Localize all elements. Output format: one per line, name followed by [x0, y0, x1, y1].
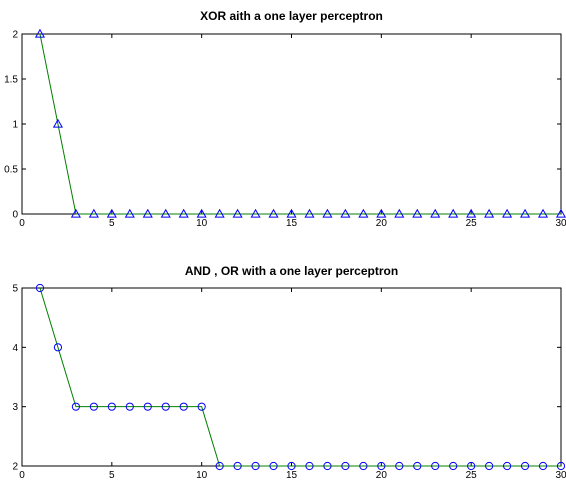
y-tick-label: 1 [12, 120, 18, 131]
data-point-triangle [466, 208, 477, 218]
data-point-triangle [520, 208, 531, 218]
data-point-triangle [376, 208, 387, 218]
data-point-circle [449, 461, 458, 471]
data-point-triangle [196, 208, 207, 218]
data-point-circle [53, 343, 63, 352]
data-point-triangle [537, 208, 549, 218]
data-point-circle [467, 461, 476, 471]
x-tick-label: 30 [555, 470, 566, 481]
y-tick-label: 3 [12, 402, 18, 413]
x-tick-label: 0 [19, 218, 25, 229]
x-tick-label: 10 [196, 218, 208, 229]
data-point-circle [269, 461, 278, 471]
series-line [39, 287, 561, 467]
data-point-circle [395, 461, 404, 471]
data-point-circle [251, 461, 260, 471]
data-point-circle [323, 461, 332, 471]
data-point-triangle [88, 208, 99, 218]
data-point-triangle [160, 208, 171, 218]
x-tick-label: 10 [196, 470, 208, 481]
data-point-circle [413, 461, 422, 471]
data-point-triangle [268, 208, 279, 218]
data-point-circle [431, 461, 440, 471]
data-point-circle [143, 402, 152, 411]
y-tick-label: 2 [12, 30, 18, 41]
data-point-circle [107, 402, 116, 411]
data-point-circle [556, 461, 566, 471]
x-tick-label: 25 [466, 470, 478, 481]
data-point-circle [197, 402, 206, 411]
data-point-circle [503, 461, 512, 471]
y-tick-label: 0 [12, 210, 18, 221]
data-point-circle [485, 461, 494, 471]
x-tick-label: 5 [109, 470, 115, 481]
data-point-triangle [34, 28, 46, 38]
data-point-circle [35, 283, 45, 293]
x-tick-label: 25 [466, 218, 478, 229]
data-point-triangle [448, 208, 459, 218]
axes-box [21, 33, 562, 215]
data-point-circle [359, 461, 368, 471]
data-point-triangle [340, 208, 351, 218]
data-point-triangle [502, 208, 513, 218]
y-tick-label: 2 [12, 462, 18, 473]
data-point-circle [538, 461, 548, 471]
data-point-triangle [214, 208, 225, 218]
data-point-triangle [286, 208, 297, 218]
data-point-circle [341, 461, 350, 471]
data-point-circle [233, 461, 242, 471]
x-tick-label: 15 [286, 218, 298, 229]
x-tick-label: 0 [19, 470, 25, 481]
y-tick-label: 0.5 [4, 165, 18, 176]
series-line [39, 33, 561, 215]
data-point-circle [161, 402, 170, 411]
data-point-triangle [484, 208, 495, 218]
data-point-triangle [52, 118, 63, 128]
data-point-circle [287, 461, 296, 471]
y-tick-label: 5 [12, 284, 18, 295]
data-point-triangle [430, 208, 441, 218]
chart-title: XOR aith a one layer perceptron [200, 9, 383, 23]
data-point-triangle [394, 208, 405, 218]
data-point-triangle [178, 208, 189, 218]
y-tick-label: 4 [12, 343, 18, 354]
data-point-triangle [250, 208, 261, 218]
data-point-circle [71, 402, 81, 411]
x-tick-label: 5 [109, 218, 115, 229]
data-point-triangle [412, 208, 423, 218]
data-point-triangle [106, 208, 117, 218]
data-point-circle [179, 402, 188, 411]
plot-and-or: AND , OR with a one layer perceptron 0 5 10… [12, 264, 566, 481]
data-point-triangle [232, 208, 243, 218]
x-tick-label: 20 [376, 470, 388, 481]
data-point-circle [89, 402, 98, 411]
data-point-triangle [124, 208, 135, 218]
axes-box [21, 287, 562, 467]
chart-title: AND , OR with a one layer perceptron [185, 264, 398, 278]
data-point-circle [520, 461, 530, 471]
data-point-triangle [555, 208, 566, 218]
data-point-circle [377, 461, 386, 471]
data-point-triangle [304, 208, 315, 218]
data-point-triangle [322, 208, 333, 218]
data-point-triangle [142, 208, 153, 218]
data-point-circle [215, 461, 224, 471]
data-point-triangle [70, 208, 81, 218]
x-tick-label: 20 [376, 218, 388, 229]
x-tick-label: 15 [286, 470, 298, 481]
x-tick-label: 30 [555, 218, 566, 229]
data-point-circle [125, 402, 134, 411]
data-point-triangle [358, 208, 369, 218]
data-point-circle [305, 461, 314, 471]
y-tick-label: 1.5 [4, 75, 18, 86]
